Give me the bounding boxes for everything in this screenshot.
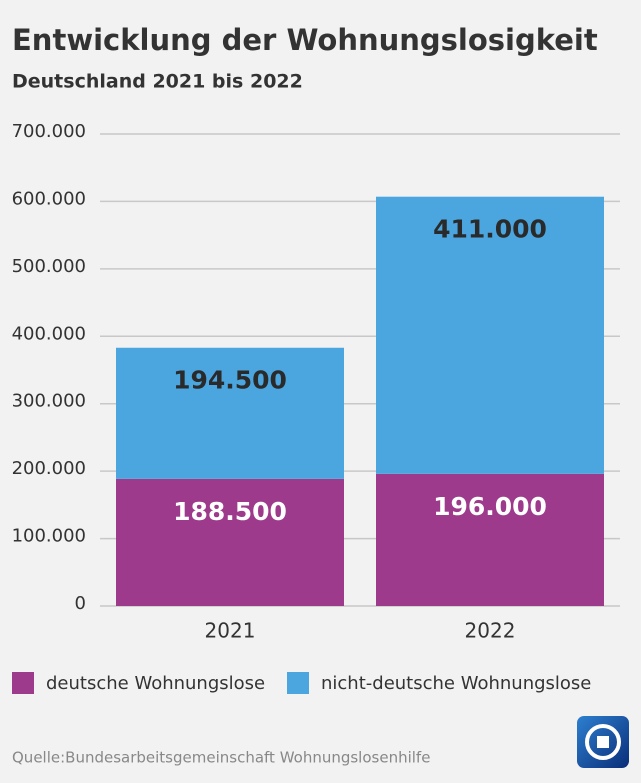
y-tick-label: 500.000 bbox=[12, 256, 86, 277]
y-tick-label: 100.000 bbox=[12, 526, 86, 547]
value-label: 411.000 bbox=[433, 215, 547, 244]
bar-segment bbox=[116, 478, 344, 606]
logo bbox=[577, 716, 629, 768]
y-tick-label: 0 bbox=[75, 593, 86, 614]
y-tick-label: 300.000 bbox=[12, 391, 86, 412]
y-tick-label: 700.000 bbox=[12, 121, 86, 142]
legend-swatch bbox=[287, 672, 309, 694]
chart-title: Entwicklung der Wohnungslosigkeit bbox=[12, 23, 598, 57]
legend-label: nicht-deutsche Wohnungslose bbox=[321, 673, 591, 694]
y-tick-label: 400.000 bbox=[12, 323, 86, 344]
value-label: 196.000 bbox=[433, 492, 547, 521]
bar-segment bbox=[376, 196, 604, 474]
y-tick-label: 200.000 bbox=[12, 458, 86, 479]
value-label: 188.500 bbox=[173, 497, 287, 526]
bar-segment bbox=[376, 473, 604, 606]
x-tick-label: 2022 bbox=[465, 619, 516, 643]
x-tick-label: 2021 bbox=[205, 619, 256, 643]
legend-swatch bbox=[12, 672, 34, 694]
bar-segment bbox=[116, 347, 344, 479]
legend-label: deutsche Wohnungslose bbox=[46, 673, 265, 694]
source: Quelle:Bundesarbeitsgemeinschaft Wohnung… bbox=[12, 749, 430, 767]
y-tick-label: 600.000 bbox=[12, 188, 86, 209]
value-label: 194.500 bbox=[173, 366, 287, 395]
chart-subtitle: Deutschland 2021 bis 2022 bbox=[12, 71, 303, 93]
